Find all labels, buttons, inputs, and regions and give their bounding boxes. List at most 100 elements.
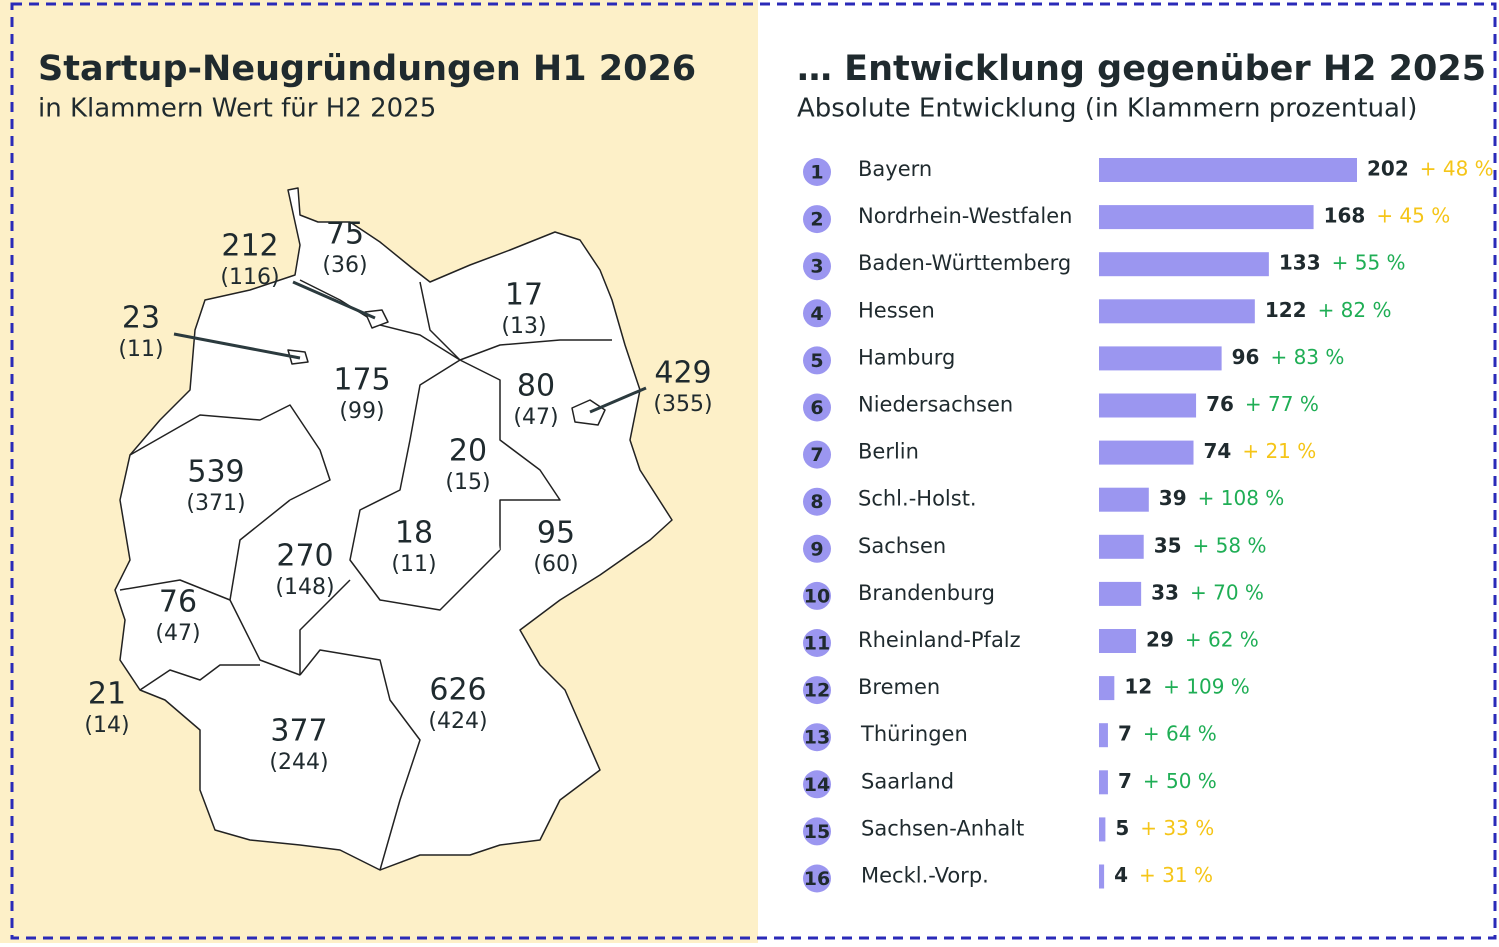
region-value: 270 (276, 539, 333, 574)
value-label: 168 (1324, 204, 1366, 228)
chart-subtitle: Absolute Entwicklung (in Klammern prozen… (797, 94, 1417, 124)
value-label: 33 (1151, 580, 1179, 604)
rank-badge (803, 770, 831, 799)
category: Baden-Württemberg (858, 251, 1071, 275)
region-value: 212 (221, 229, 278, 264)
rank-badge (803, 534, 831, 563)
bar (1099, 723, 1108, 748)
value-label: 4 (1114, 863, 1128, 887)
value-label: 96 (1232, 345, 1260, 369)
region-previous: (36) (322, 253, 367, 278)
region-value: 76 (159, 585, 197, 620)
region-value: 539 (187, 455, 244, 490)
value-label: 76 (1206, 392, 1234, 416)
border (139, 664, 260, 691)
value-label: 7 (1118, 769, 1132, 793)
change-label: + 50 % (1143, 769, 1217, 793)
bar (1099, 629, 1137, 653)
region-previous: (14) (84, 713, 129, 738)
region-previous: (47) (513, 405, 558, 430)
region-previous: (244) (269, 750, 328, 775)
change-label: + 82 % (1318, 298, 1392, 322)
rank-badge (803, 864, 831, 893)
bar (1099, 158, 1357, 182)
value-label: 12 (1124, 675, 1152, 699)
region-value: 17 (505, 278, 543, 313)
rank: 2 (810, 209, 823, 231)
value-label: 39 (1159, 486, 1187, 510)
border (129, 404, 331, 501)
rank: 16 (804, 868, 830, 890)
region-previous: (424) (428, 709, 487, 734)
rank: 13 (804, 727, 830, 749)
region-previous: (13) (501, 314, 546, 339)
rank: 6 (810, 397, 823, 419)
rank: 9 (810, 538, 823, 560)
rank-badge (803, 629, 831, 657)
region-value: 95 (537, 516, 575, 551)
bar (1099, 205, 1314, 230)
leader-line (589, 386, 647, 414)
map-title: Startup-Neugründungen H1 2026 (38, 49, 696, 89)
value-label: 5 (1115, 816, 1129, 840)
bar (1099, 770, 1108, 795)
border (459, 359, 561, 550)
value-label: 35 (1154, 533, 1182, 557)
bar (1099, 817, 1106, 842)
rank-badge (803, 581, 831, 610)
change-label: + 48 % (1420, 157, 1494, 181)
rank-badge (803, 676, 831, 705)
region-previous: (99) (339, 399, 384, 424)
value-label: 7 (1118, 722, 1132, 746)
bar (1099, 299, 1255, 324)
bar (1099, 676, 1115, 701)
rank: 7 (810, 444, 823, 466)
region-previous: (148) (275, 575, 334, 600)
bar (1099, 864, 1105, 889)
category: Hamburg (858, 345, 955, 369)
region-value: 75 (326, 217, 364, 252)
rank-badge (803, 440, 831, 469)
change-label: + 83 % (1270, 345, 1344, 369)
category: Saarland (861, 769, 954, 793)
rank: 15 (804, 821, 830, 843)
border (229, 499, 351, 676)
rank: 5 (810, 350, 823, 372)
region-previous: (15) (445, 470, 490, 495)
bar (1099, 487, 1149, 512)
bar (1099, 581, 1142, 606)
region-previous: (355) (653, 392, 712, 417)
border (419, 281, 612, 361)
value-label: 133 (1279, 251, 1321, 275)
rank-badge (803, 393, 831, 422)
rank-badge (803, 252, 831, 281)
change-label: + 33 % (1140, 816, 1214, 840)
region-value: 20 (449, 434, 487, 469)
bar (1099, 393, 1197, 418)
category: Bayern (858, 157, 932, 181)
bar (1099, 346, 1222, 371)
rank-badge (803, 817, 831, 846)
bar (1099, 440, 1194, 465)
region-value: 626 (429, 673, 486, 708)
right-panel (758, 0, 1499, 943)
leader-line (292, 280, 376, 320)
bar (1099, 252, 1269, 277)
map-subtitle: in Klammern Wert für H2 2025 (38, 94, 436, 124)
region-previous: (11) (391, 552, 436, 577)
category: Schl.-Holst. (858, 487, 977, 511)
region-previous: (47) (155, 621, 200, 646)
rank: 12 (804, 680, 830, 702)
rank-badge (803, 205, 831, 234)
change-label: + 21 % (1242, 439, 1316, 463)
border (299, 649, 421, 871)
category: Thüringen (860, 722, 968, 746)
rank: 8 (810, 491, 823, 513)
region-value: 377 (270, 714, 327, 749)
rank: 14 (804, 774, 830, 796)
change-label: + 77 % (1245, 392, 1319, 416)
border (119, 579, 231, 601)
value-label: 74 (1204, 439, 1232, 463)
border (349, 359, 501, 611)
